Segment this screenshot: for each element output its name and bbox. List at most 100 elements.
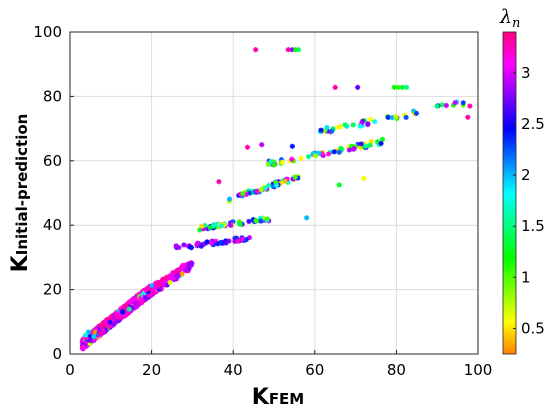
- data-point: [361, 175, 367, 182]
- data-point: [336, 149, 342, 155]
- data-point: [215, 241, 221, 247]
- data-point: [336, 182, 342, 188]
- data-points: [79, 47, 473, 352]
- y-axis-label-sub: Initial-prediction: [13, 114, 31, 256]
- colorbar-tick-label: 3: [521, 64, 531, 82]
- grid-lines: [70, 32, 478, 354]
- data-point: [443, 102, 449, 109]
- data-point: [265, 161, 271, 167]
- data-point: [239, 236, 246, 242]
- data-point: [242, 189, 248, 196]
- data-point: [285, 47, 291, 53]
- y-tick-label: 100: [33, 23, 62, 41]
- data-point: [289, 47, 295, 53]
- colorbar-title: λn: [499, 6, 520, 31]
- data-point: [126, 306, 132, 312]
- data-point: [131, 296, 137, 302]
- data-point: [365, 121, 371, 127]
- data-point: [226, 238, 232, 244]
- data-point: [240, 190, 246, 197]
- data-point: [105, 321, 111, 328]
- data-point: [389, 114, 395, 121]
- data-point: [351, 145, 357, 152]
- data-point: [298, 155, 304, 161]
- data-point: [358, 141, 364, 147]
- data-point: [100, 328, 106, 334]
- data-point: [132, 300, 139, 306]
- data-point: [202, 241, 208, 247]
- x-tick-label: 80: [387, 361, 406, 379]
- data-point: [368, 116, 374, 122]
- x-axis-label-main: K: [252, 385, 270, 410]
- data-point: [157, 280, 164, 286]
- data-point: [357, 123, 363, 129]
- data-point: [181, 242, 187, 248]
- data-point: [138, 295, 144, 301]
- data-point: [271, 162, 277, 168]
- data-point: [361, 141, 368, 147]
- data-point: [465, 114, 471, 120]
- data-point: [250, 216, 256, 223]
- data-point: [395, 84, 402, 90]
- data-point: [393, 114, 399, 120]
- data-point: [146, 283, 153, 289]
- data-point: [129, 297, 135, 303]
- data-point: [342, 122, 348, 128]
- data-point: [141, 290, 147, 296]
- data-point: [134, 293, 141, 299]
- data-point: [279, 159, 286, 165]
- data-point: [244, 144, 251, 150]
- data-point: [355, 141, 361, 148]
- data-point: [270, 181, 276, 187]
- data-point: [285, 179, 291, 185]
- data-point: [293, 47, 299, 53]
- data-point: [89, 329, 95, 336]
- data-point: [175, 273, 181, 279]
- data-point: [122, 312, 129, 318]
- data-point: [374, 139, 381, 145]
- data-point: [161, 281, 167, 287]
- data-point: [266, 182, 272, 189]
- data-point: [394, 115, 400, 122]
- data-point: [372, 118, 378, 125]
- data-point: [450, 102, 457, 108]
- data-point: [268, 159, 274, 165]
- data-point: [350, 122, 356, 128]
- plot-frame: [69, 31, 479, 355]
- x-tick-label: 60: [305, 361, 324, 379]
- data-point: [452, 100, 458, 106]
- data-point: [111, 318, 117, 325]
- colorbar-ticks: 0.5 1 1.5 2 2.5 3: [513, 64, 545, 337]
- data-point: [107, 319, 113, 325]
- data-point: [355, 84, 361, 90]
- data-point: [258, 187, 264, 193]
- data-point: [149, 283, 155, 289]
- data-point: [188, 245, 195, 251]
- data-point: [143, 295, 149, 301]
- data-point: [259, 142, 265, 148]
- data-point: [175, 268, 181, 274]
- y-tick-label: 40: [43, 216, 62, 234]
- data-point: [87, 333, 93, 340]
- data-point: [325, 151, 332, 157]
- data-point: [153, 284, 159, 290]
- data-point: [223, 240, 229, 246]
- x-axis-label-sub: FEM: [269, 390, 304, 408]
- data-point: [338, 145, 344, 151]
- data-point: [145, 286, 151, 292]
- data-point: [209, 240, 215, 246]
- data-point: [172, 269, 178, 275]
- x-tick-label: 20: [142, 361, 161, 379]
- data-point: [359, 118, 366, 124]
- data-point: [195, 240, 201, 246]
- colorbar-tick-label: 2: [521, 166, 531, 184]
- data-point: [346, 144, 352, 150]
- data-point: [173, 243, 179, 249]
- colorbar-tick-label: 2.5: [521, 115, 545, 133]
- data-point: [258, 218, 264, 224]
- data-point: [243, 237, 249, 243]
- data-point: [324, 124, 330, 131]
- data-point: [329, 128, 335, 134]
- data-point: [404, 84, 410, 90]
- y-tick-label: 80: [43, 87, 62, 105]
